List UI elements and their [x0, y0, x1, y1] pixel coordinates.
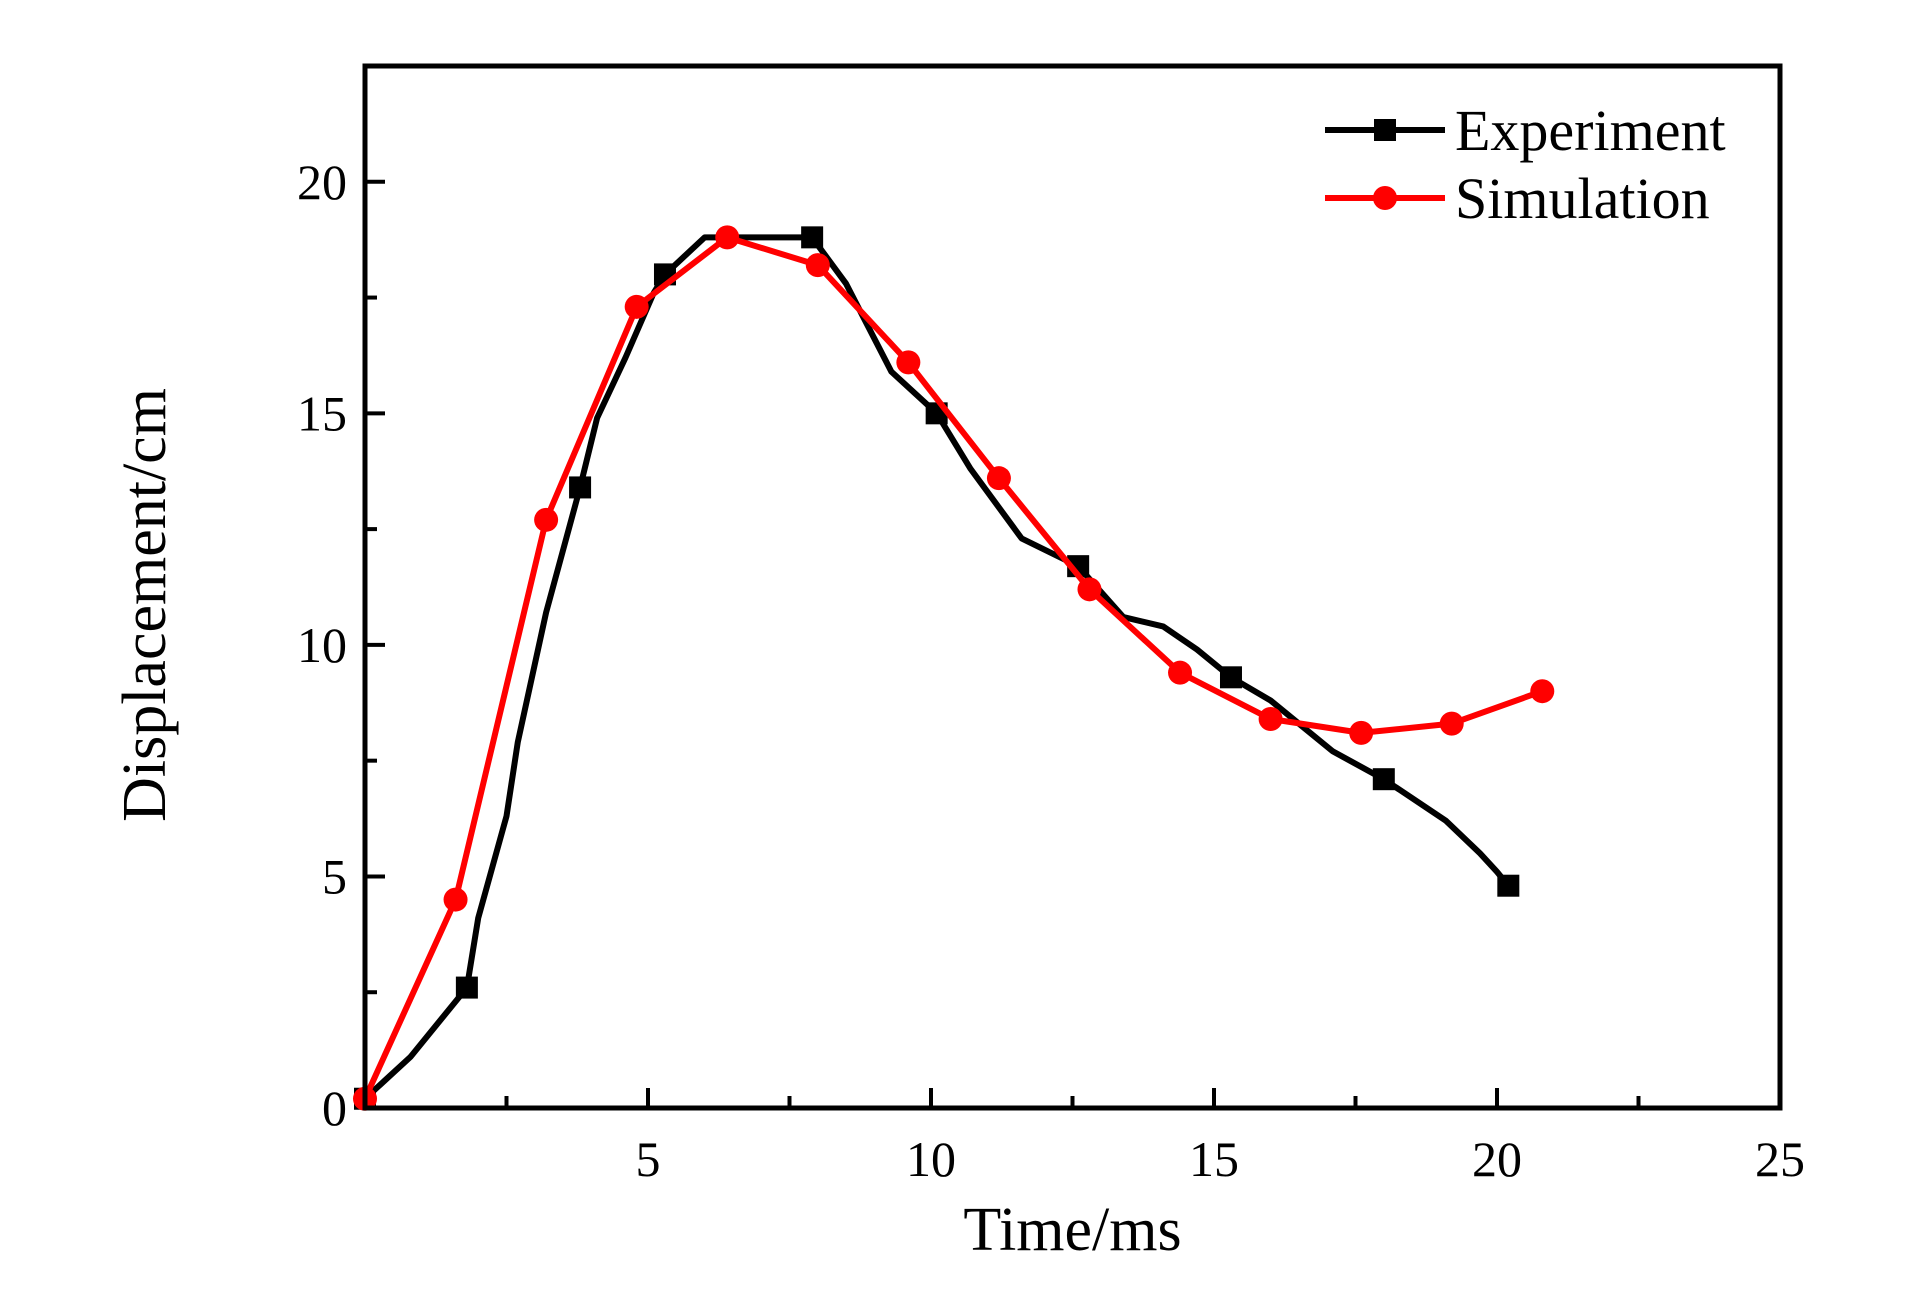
y-tick-label: 0 [322, 1080, 347, 1136]
y-tick-label: 15 [297, 385, 347, 441]
experiment-line [362, 234, 1511, 1101]
x-tick-label: 5 [636, 1131, 661, 1187]
series-simulation [353, 225, 1555, 1111]
experiment-point [455, 976, 478, 999]
x-axis: 5 10 15 20 25 [504, 1088, 1805, 1187]
series-experiment [354, 226, 1520, 1110]
experiment-point [1374, 119, 1396, 141]
simulation-point [805, 253, 830, 278]
y-axis-title: Displacement/cm [111, 388, 179, 822]
simulation-line [362, 234, 1544, 1100]
experiment-point [1372, 768, 1395, 791]
experiment-point [1497, 874, 1520, 897]
simulation-point [443, 887, 468, 912]
plot-area [353, 225, 1555, 1111]
legend-label: Simulation [1455, 166, 1710, 231]
experiment-point [1219, 666, 1242, 689]
y-tick-label: 20 [297, 154, 347, 210]
simulation-point [1373, 186, 1397, 210]
y-tick-label: 10 [297, 617, 347, 673]
x-tick-label: 25 [1755, 1131, 1805, 1187]
simulation-point [534, 507, 559, 532]
simulation-point [624, 294, 649, 319]
x-tick-label: 15 [1189, 1131, 1239, 1187]
simulation-point [1530, 679, 1555, 704]
simulation-point [1077, 577, 1102, 602]
legend-label: Experiment [1455, 98, 1726, 163]
simulation-point [1168, 660, 1193, 685]
x-tick-label: 20 [1472, 1131, 1522, 1187]
x-tick-label: 10 [906, 1131, 956, 1187]
experiment-point [569, 476, 592, 499]
x-axis-title: Time/ms [963, 1196, 1181, 1264]
simulation-point [1258, 706, 1283, 731]
simulation-point [1349, 720, 1374, 745]
simulation-point [1439, 711, 1464, 736]
experiment-point [801, 226, 824, 249]
y-tick-label: 5 [322, 848, 347, 904]
simulation-point [715, 225, 740, 250]
simulation-point [896, 350, 921, 375]
simulation-point [986, 466, 1011, 491]
y-axis: 0 5 10 15 20 [297, 64, 385, 1136]
